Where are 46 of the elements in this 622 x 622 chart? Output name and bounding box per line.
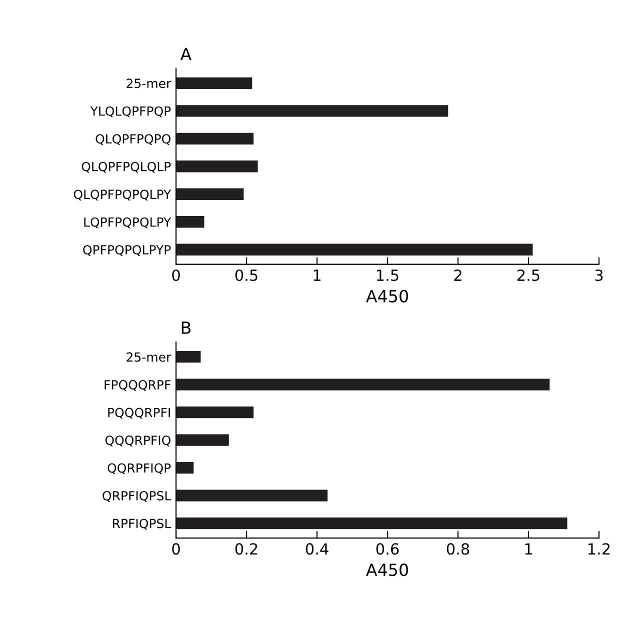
- y-tick-label: QQRPFIQP: [108, 463, 171, 474]
- x-tick-label: 0.8: [446, 543, 470, 555]
- bar: [176, 244, 533, 256]
- bar: [176, 351, 201, 363]
- chart-title: A: [180, 48, 192, 60]
- y-tick-label: LQPFPQPQLPY: [84, 217, 172, 228]
- y-tick-label: 25-mer: [126, 78, 172, 88]
- x-tick-label: 0: [172, 269, 180, 282]
- y-tick-label: 25-mer: [126, 352, 172, 362]
- bar: [176, 434, 229, 446]
- x-tick-label: 1: [314, 270, 320, 281]
- x-tick-label: 1.5: [377, 270, 398, 282]
- bar: [176, 77, 252, 89]
- x-tick-label: 0.6: [376, 543, 399, 555]
- x-tick-label: 3: [595, 269, 603, 282]
- y-tick-label: QQQRPFIQ: [105, 436, 170, 446]
- y-tick-label: PQQQRPFI: [108, 408, 170, 419]
- x-tick-label: 1.2: [588, 543, 610, 554]
- y-tick-label: FPQQQRPF: [104, 380, 170, 391]
- bar: [176, 132, 254, 144]
- bar: [176, 490, 328, 502]
- bar: [176, 105, 448, 117]
- y-tick-label: QRPFIQPSL: [102, 491, 172, 502]
- x-tick-label: 2.5: [517, 269, 540, 282]
- y-tick-label: RPFIQPSL: [113, 518, 172, 530]
- y-tick-label: QLQPFPQLQLP: [82, 162, 171, 173]
- chart-title: B: [182, 322, 191, 334]
- bar: [176, 160, 258, 172]
- bar: [176, 188, 244, 200]
- x-tick-label: 0.2: [235, 543, 258, 555]
- x-tick-label: 0.4: [306, 543, 328, 555]
- x-tick-label: 2: [454, 269, 462, 281]
- bar: [176, 517, 568, 530]
- x-tick-label: 1: [525, 543, 532, 554]
- x-tick-label: 0.5: [235, 269, 258, 282]
- y-tick-label: QLQPFPQPQ: [96, 134, 170, 145]
- bar: [176, 406, 254, 418]
- y-tick-label: QLQPFPQPQLPY: [74, 190, 172, 200]
- bar: [176, 378, 550, 390]
- y-tick-label: YLQLQPFPQP: [90, 106, 171, 118]
- x-axis-title: A450: [366, 564, 408, 576]
- bar: [176, 216, 204, 228]
- y-tick-label: QPFPQPQLPYP: [83, 245, 171, 256]
- x-tick-label: 0: [172, 543, 180, 555]
- bar: [176, 462, 194, 474]
- x-axis-title: A450: [366, 290, 408, 302]
